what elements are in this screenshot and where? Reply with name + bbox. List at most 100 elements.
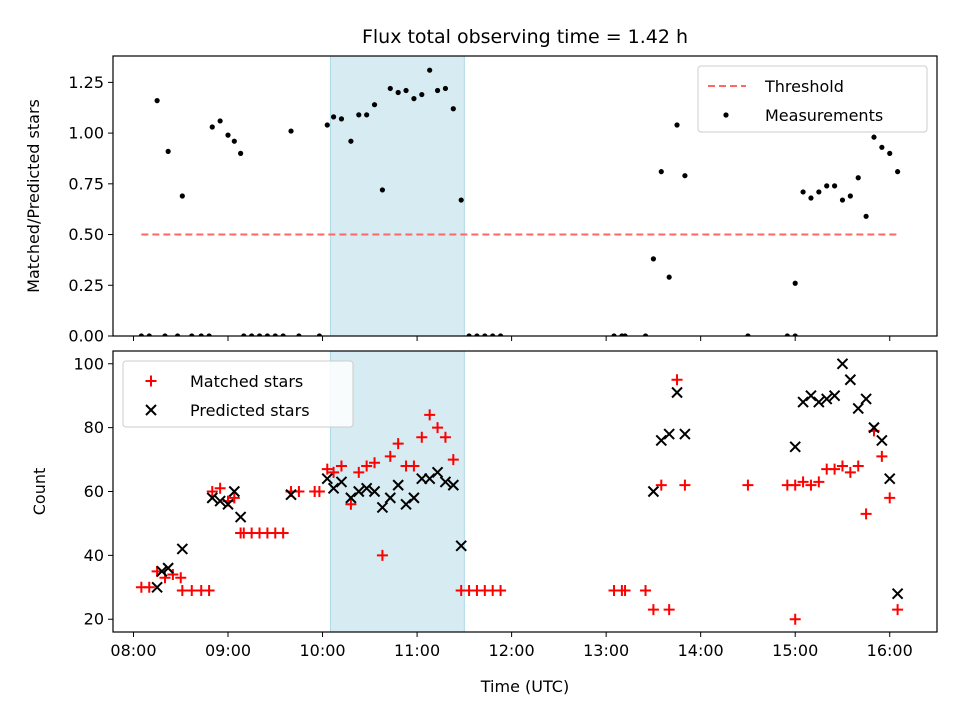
predicted-star-point-34 [797, 396, 809, 408]
predicted-star-point-20 [400, 498, 412, 510]
matched-star-point-61 [797, 476, 809, 488]
measurement-point-12 [225, 132, 231, 138]
matched-star-point-47 [495, 584, 507, 596]
predicted-star-point-1 [156, 565, 168, 578]
predicted-star-point-45 [884, 473, 896, 485]
legend-bottom: Matched stars Predicted stars [122, 360, 354, 428]
measurement-point-8 [198, 333, 204, 336]
predicted-star-point-19 [392, 479, 404, 491]
predicted-star-point-14 [353, 485, 365, 498]
predicted-star-point-9 [285, 488, 297, 501]
predicted-star-point-21 [408, 492, 420, 504]
predicted-star-point-8 [234, 511, 247, 523]
measurement-point-45 [490, 333, 496, 336]
predicted-star-point-16 [368, 485, 381, 498]
x-tick-label-3: 11:00 [394, 641, 440, 660]
predicted-star-point-39 [836, 358, 849, 370]
measurement-point-22 [296, 333, 302, 336]
legend-matched-swatch [145, 375, 157, 387]
legend-predicted-swatch [145, 404, 157, 416]
predicted-star-point-24 [431, 466, 444, 479]
predicted-star-point-5 [214, 495, 226, 507]
y-axis-label-bottom: Count [30, 468, 49, 516]
x-tick-label-4: 12:00 [489, 641, 535, 660]
measurement-point-20 [280, 333, 286, 336]
legend-measurement-swatch [723, 112, 729, 118]
matched-star-point-13 [228, 492, 240, 504]
measurement-point-47 [611, 333, 617, 336]
matched-star-point-10 [206, 486, 218, 497]
matched-star-point-4 [167, 569, 179, 581]
predicted-star-point-29 [655, 434, 667, 447]
predicted-star-point-32 [679, 428, 691, 440]
measurement-point-6 [179, 193, 185, 199]
x-tick-label-6: 14:00 [678, 641, 724, 660]
measurement-point-55 [682, 173, 688, 179]
measurement-point-4 [165, 148, 171, 154]
measurement-point-7 [189, 333, 195, 336]
matched-star-point-38 [424, 409, 436, 421]
measurement-point-44 [482, 333, 488, 336]
matched-star-point-54 [663, 604, 675, 616]
measurement-point-17 [256, 333, 263, 336]
legend-label-bottom-0: Matched stars [190, 372, 303, 391]
measurement-point-24 [324, 122, 330, 128]
measurement-point-39 [442, 85, 449, 92]
measurement-point-18 [264, 333, 271, 336]
matched-star-point-55 [671, 374, 683, 386]
predicted-star-point-28 [647, 485, 660, 498]
highlight-span-top [329, 55, 465, 337]
legend-top: Threshold Measurements [697, 65, 928, 133]
matched-star-point-5 [175, 572, 187, 584]
measurement-point-57 [784, 333, 790, 336]
matched-star-point-20 [277, 527, 289, 539]
measurement-point-69 [871, 134, 877, 140]
measurement-point-49 [622, 333, 628, 336]
measurement-point-27 [348, 138, 354, 144]
y-tick-label-top-4: 1.00 [68, 124, 104, 143]
measurement-point-29 [364, 112, 370, 118]
measurement-point-28 [356, 112, 362, 118]
predicted-star-point-6 [222, 498, 234, 510]
matched-star-point-40 [439, 431, 451, 443]
matched-star-point-62 [805, 479, 817, 491]
predicted-star-point-35 [805, 389, 817, 402]
measurement-point-70 [879, 144, 885, 150]
measurement-point-34 [403, 87, 409, 94]
matched-star-point-65 [829, 463, 841, 475]
matched-star-point-66 [836, 460, 848, 472]
measurement-point-71 [887, 150, 893, 156]
predicted-star-point-31 [671, 386, 683, 399]
predicted-star-point-36 [813, 396, 825, 408]
measurement-point-3 [162, 333, 168, 336]
predicted-star-point-38 [828, 389, 841, 402]
matched-star-point-71 [876, 450, 888, 462]
measurement-point-32 [387, 85, 393, 92]
measurement-point-35 [411, 96, 417, 102]
matched-star-point-53 [655, 479, 667, 491]
measurement-point-5 [174, 333, 181, 336]
predicted-star-point-44 [876, 434, 888, 447]
measurement-point-65 [839, 197, 846, 203]
axes-frame-top [112, 55, 938, 337]
x-tick-label-5: 13:00 [583, 641, 629, 660]
measurement-point-53 [666, 274, 672, 280]
y-tick-label-bottom-0: 20 [84, 610, 104, 629]
predicted-star-point-0 [151, 581, 163, 594]
matched-star-point-56 [679, 479, 691, 491]
y-tick-label-top-3: 0.75 [68, 174, 104, 193]
measurement-point-38 [434, 87, 441, 94]
matched-star-point-30 [361, 460, 373, 472]
matched-star-point-34 [392, 438, 404, 450]
matched-star-point-33 [384, 450, 396, 462]
measurement-point-54 [674, 122, 680, 128]
measurement-point-10 [209, 124, 215, 130]
predicted-star-point-26 [447, 479, 460, 491]
measurement-point-16 [249, 333, 255, 336]
matched-star-point-32 [376, 549, 388, 561]
measurement-point-13 [231, 138, 237, 144]
x-tick-label-2: 10:00 [299, 641, 345, 660]
measurement-point-68 [863, 213, 869, 219]
y-tick-label-top-5: 1.25 [68, 73, 104, 92]
